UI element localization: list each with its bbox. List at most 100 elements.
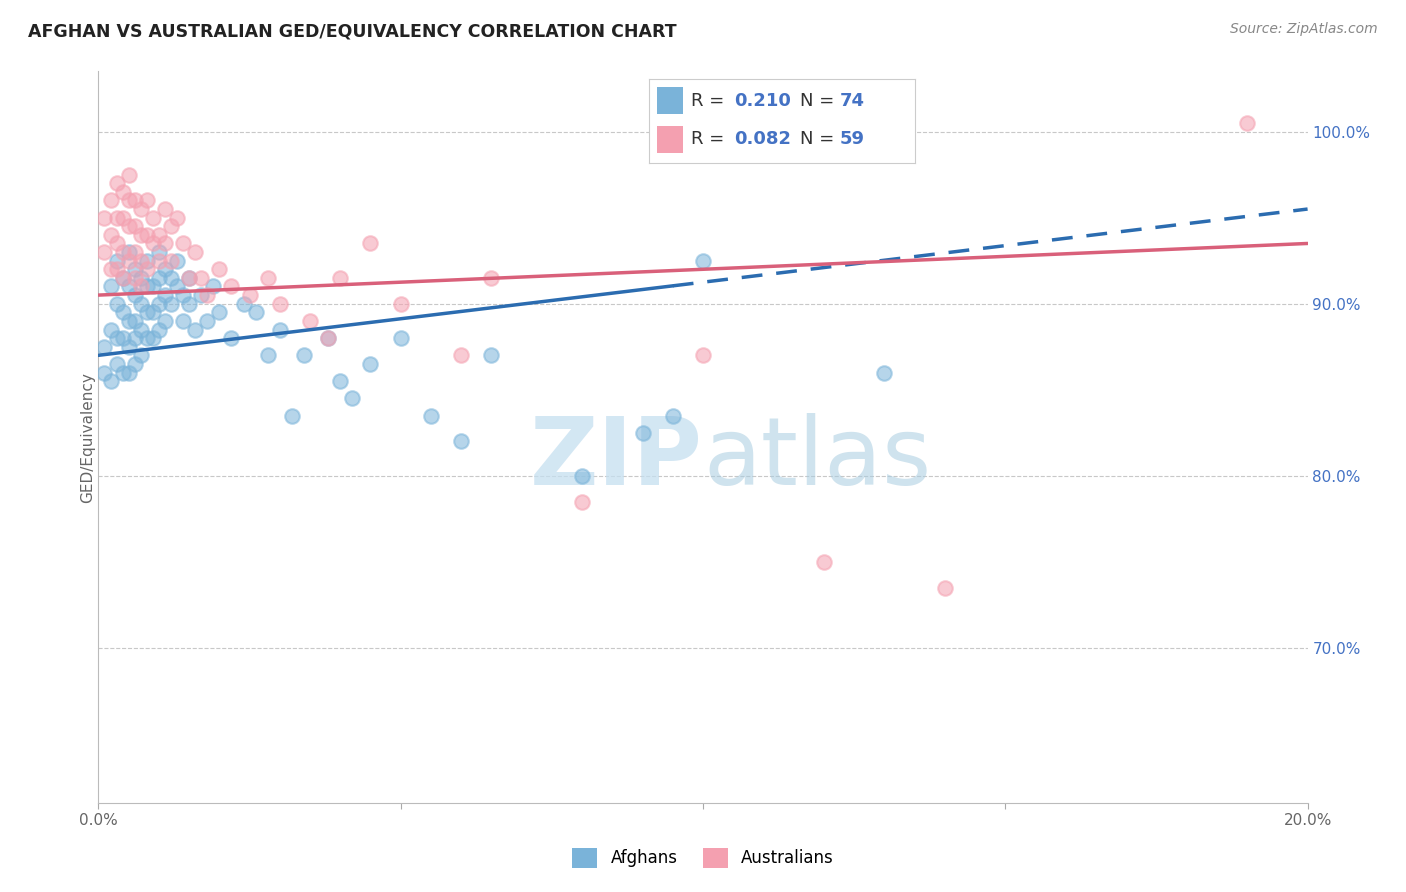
Point [420,409,443,423]
Point [118,253,141,268]
Text: Source: ZipAtlas.com: Source: ZipAtlas.com [1230,22,1378,37]
Point [148,227,170,242]
Point [232,296,254,310]
Point [118,340,141,354]
Point [179,296,201,310]
Point [148,245,170,260]
Point [105,176,128,190]
Point [221,279,243,293]
Point [329,374,352,388]
Point [329,271,352,285]
Point [105,236,128,251]
Point [135,331,157,345]
Point [124,314,146,328]
Point [166,211,188,225]
Point [118,279,141,293]
Point [184,245,207,260]
Point [129,271,152,285]
Point [105,331,128,345]
Point [166,253,188,268]
Point [360,236,382,251]
Point [93,211,115,225]
Point [105,211,128,225]
Point [124,288,146,302]
Point [129,202,152,216]
Y-axis label: GED/Equivalency: GED/Equivalency [80,372,94,502]
Point [160,296,183,310]
Point [129,227,152,242]
Point [118,314,141,328]
Point [153,202,176,216]
Point [124,357,146,371]
Point [105,253,128,268]
Point [153,262,176,277]
Legend: Afghans, Australians: Afghans, Australians [565,841,841,875]
Point [179,271,201,285]
Point [172,236,194,251]
Point [934,581,956,595]
Point [239,288,262,302]
Text: atlas: atlas [703,413,931,505]
Point [129,253,152,268]
Point [316,331,339,345]
Point [160,253,183,268]
Point [93,245,115,260]
Point [389,331,412,345]
Point [281,409,304,423]
Point [1236,116,1258,130]
Point [111,271,134,285]
Point [111,211,134,225]
Point [208,305,231,319]
Point [124,331,146,345]
Point [184,322,207,336]
Point [100,279,122,293]
Point [118,366,141,380]
Point [481,271,503,285]
Point [160,271,183,285]
Point [208,262,231,277]
Point [256,271,278,285]
Point [111,305,134,319]
Point [450,348,472,362]
Text: ZIP: ZIP [530,413,703,505]
Point [93,340,115,354]
Point [111,271,134,285]
Point [148,322,170,336]
Point [129,322,152,336]
Point [245,305,267,319]
Point [100,322,122,336]
Point [135,253,157,268]
Point [813,555,835,569]
Point [111,331,134,345]
Point [124,194,146,208]
Point [135,262,157,277]
Point [142,331,165,345]
Point [292,348,315,362]
Point [571,494,593,508]
Point [342,392,364,406]
Point [389,296,412,310]
Point [124,245,146,260]
Point [661,409,683,423]
Point [105,296,128,310]
Point [269,296,291,310]
Point [135,305,157,319]
Point [135,279,157,293]
Point [148,253,170,268]
Point [142,211,165,225]
Point [118,219,141,234]
Point [148,271,170,285]
Point [190,271,212,285]
Point [142,305,165,319]
Point [256,348,278,362]
Point [450,434,472,449]
Point [129,296,152,310]
Point [142,279,165,293]
Point [129,279,152,293]
Point [142,236,165,251]
Point [360,357,382,371]
Point [100,374,122,388]
Point [153,236,176,251]
Point [172,314,194,328]
Point [692,253,714,268]
